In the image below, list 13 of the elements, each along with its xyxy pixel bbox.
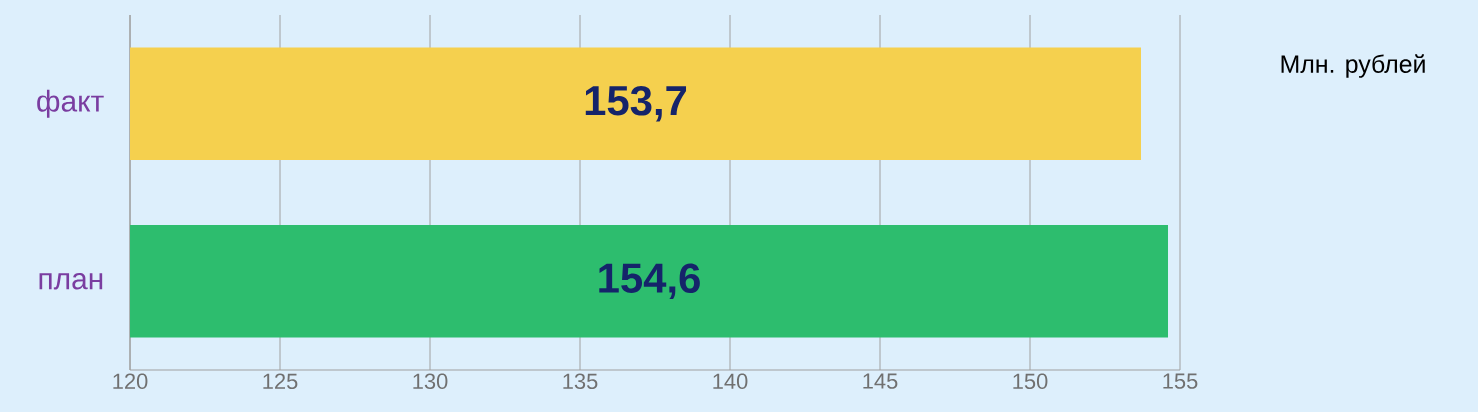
x-tick-label: 130 (413, 373, 448, 390)
x-tick-label: 145 (863, 373, 898, 389)
x-tick-label: 135 (563, 373, 598, 390)
x-tick-label: 155 (1163, 373, 1198, 389)
y-tick-label: факт (37, 89, 104, 118)
x-tick-label: 120 (113, 373, 148, 390)
x-tick-label: 140 (713, 373, 748, 390)
y-tick-label: план (39, 273, 103, 290)
data-label: 153,7 (585, 85, 687, 122)
text: Млн. рублей (1281, 54, 1425, 78)
x-tick-label: 150 (1013, 373, 1048, 390)
data-label: 154,6 (599, 263, 700, 300)
x-tick-label: 125 (263, 373, 298, 390)
